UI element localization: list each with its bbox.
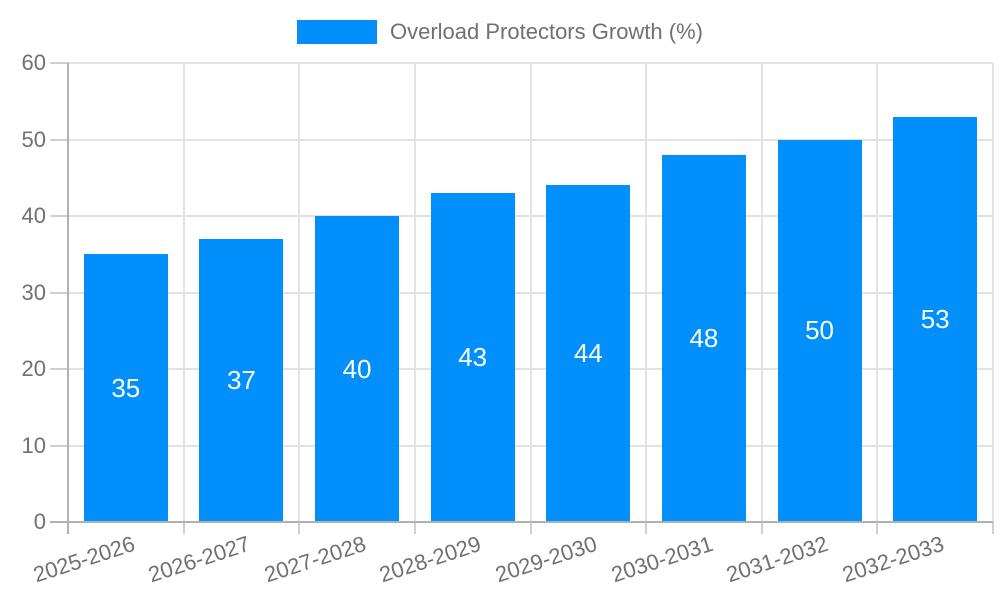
x-axis-label: 2026-2027 — [145, 531, 254, 588]
v-gridline — [529, 63, 532, 522]
bar-value-label: 35 — [111, 372, 141, 403]
legend-label: Overload Protectors Growth (%) — [390, 19, 703, 44]
y-axis-label: 20 — [21, 356, 46, 381]
x-axis-tick — [645, 522, 648, 534]
x-axis-tick — [529, 522, 532, 534]
x-axis-label: 2032-2033 — [839, 531, 947, 588]
y-axis-tick — [50, 444, 68, 447]
x-axis-tick — [182, 522, 185, 534]
y-axis-line — [67, 63, 69, 534]
x-axis-tick — [992, 522, 994, 534]
y-axis-label: 0 — [33, 509, 46, 534]
bar[interactable]: 50 — [777, 139, 862, 522]
x-axis-tick — [876, 522, 879, 534]
bar-value-label: 43 — [458, 342, 488, 373]
bar-value-label: 44 — [573, 338, 603, 369]
legend[interactable]: Overload Protectors Growth (%) — [0, 16, 1000, 48]
v-gridline — [413, 63, 416, 522]
bar-value-label: 37 — [226, 364, 256, 395]
v-gridline — [876, 63, 879, 522]
bar[interactable]: 40 — [315, 216, 400, 522]
v-gridline — [182, 63, 185, 522]
v-gridline — [298, 63, 301, 522]
bar-value-label: 53 — [920, 303, 950, 334]
y-axis-tick — [50, 215, 68, 217]
x-axis-tick — [760, 522, 763, 534]
legend-swatch — [297, 20, 377, 44]
y-axis-label: 10 — [21, 432, 46, 458]
bar[interactable]: 35 — [83, 254, 168, 522]
v-gridline — [760, 63, 763, 522]
y-axis-tick — [50, 138, 68, 141]
x-axis-label: 2029-2030 — [492, 531, 601, 588]
bar[interactable]: 44 — [546, 185, 631, 522]
bar[interactable]: 43 — [430, 193, 515, 522]
y-axis-tick — [50, 291, 68, 294]
x-axis-line — [50, 521, 993, 523]
x-axis-tick — [413, 522, 416, 534]
y-axis-label: 60 — [21, 50, 46, 75]
x-axis-tick — [298, 522, 301, 534]
bar[interactable]: 48 — [661, 154, 746, 522]
bar[interactable]: 37 — [199, 238, 284, 522]
bar[interactable]: 53 — [893, 116, 978, 522]
y-axis-tick — [50, 62, 68, 64]
x-axis-label: 2031-2032 — [723, 531, 832, 588]
y-axis-tick — [50, 368, 68, 370]
x-axis-label: 2025-2026 — [29, 531, 138, 588]
x-axis-label: 2028-2029 — [376, 531, 485, 588]
bar-value-label: 50 — [805, 315, 835, 346]
y-axis-label: 40 — [21, 203, 46, 228]
bar-value-label: 40 — [342, 353, 372, 384]
y-axis-label: 30 — [21, 279, 46, 305]
x-axis-label: 2027-2028 — [260, 531, 369, 588]
x-axis-label: 2030-2031 — [607, 531, 716, 588]
bar-value-label: 48 — [689, 322, 719, 353]
v-gridline — [645, 63, 648, 522]
y-axis-label: 50 — [21, 126, 46, 152]
v-gridline — [992, 63, 994, 522]
